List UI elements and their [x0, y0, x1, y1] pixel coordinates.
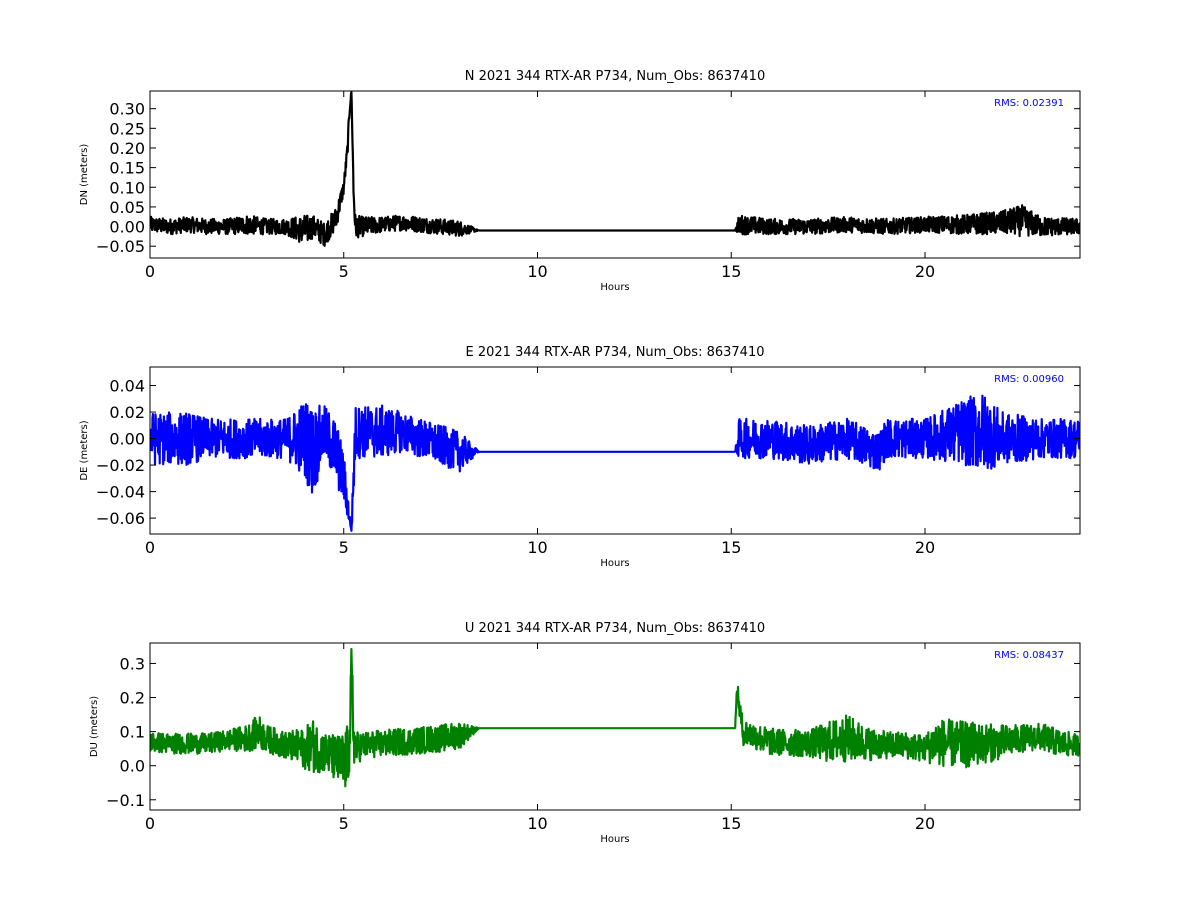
y-tick-label: 0.1 [120, 723, 145, 742]
y-axis-label: DN (meters) [79, 144, 90, 206]
axes-frame [149, 366, 1081, 535]
x-tick-label: 0 [145, 538, 155, 557]
chart-title: N 2021 344 RTX-AR P734, Num_Obs: 8637410 [465, 69, 765, 84]
panel-north: 0 5 10 15 20 −0.050.000.050.100.150.200.250.3… [79, 69, 1081, 293]
y-tick-label: 0.15 [109, 159, 145, 178]
axes-frame [149, 642, 1081, 811]
x-tick-label: 5 [339, 262, 349, 281]
plot-area [150, 394, 1080, 532]
y-tick-label: 0.25 [109, 119, 145, 138]
y-tick-label: 0.30 [109, 100, 145, 119]
x-axis-label: Hours [600, 834, 629, 845]
y-tick-label: 0.0 [120, 757, 145, 776]
x-tick-label: 10 [527, 538, 547, 557]
y-tick-label: 0.3 [120, 654, 145, 673]
y-tick-label: 0.2 [120, 689, 145, 708]
y-tick-label: −0.1 [106, 791, 145, 810]
axes-frame [149, 90, 1081, 259]
x-tick-label: 20 [915, 538, 935, 557]
series-line-north [150, 91, 1080, 247]
y-tick-label: −0.05 [96, 237, 145, 256]
y-tick-label: 0.20 [109, 139, 145, 158]
x-tick-label: 15 [721, 262, 741, 281]
y-axis-label: DU (meters) [89, 696, 100, 757]
x-tick-label: 0 [145, 262, 155, 281]
x-axis-label: Hours [600, 282, 629, 293]
series-line-east [150, 394, 1080, 532]
y-tick-label: −0.04 [96, 483, 145, 502]
x-tick-label: 15 [721, 538, 741, 557]
x-tick-label: 10 [527, 262, 547, 281]
y-tick-label: 0.02 [109, 403, 145, 422]
x-tick-label: 10 [527, 814, 547, 833]
x-tick-label: 15 [721, 814, 741, 833]
rms-annotation: RMS: 0.00960 [994, 374, 1064, 385]
y-tick-label: −0.06 [96, 509, 145, 528]
y-tick-label: −0.02 [96, 456, 145, 475]
plot-area [150, 91, 1080, 247]
series-line-up [150, 648, 1080, 788]
chart-title: E 2021 344 RTX-AR P734, Num_Obs: 8637410 [466, 345, 765, 360]
y-tick-label: 0.05 [109, 198, 145, 217]
y-axis-label: DE (meters) [79, 420, 90, 480]
rms-annotation: RMS: 0.08437 [994, 650, 1064, 661]
panel-east: 0 5 10 15 20 −0.06 −0.04 −0.02 0.00 0.02 0.04 E 202… [79, 345, 1081, 569]
y-tick-label: 0.00 [109, 430, 145, 449]
x-tick-label: 20 [915, 262, 935, 281]
y-tick-label: 0.00 [109, 218, 145, 237]
x-tick-label: 20 [915, 814, 935, 833]
x-tick-label: 5 [339, 538, 349, 557]
chart-title: U 2021 344 RTX-AR P734, Num_Obs: 8637410 [465, 621, 765, 636]
plot-area [150, 648, 1080, 788]
rms-annotation: RMS: 0.02391 [994, 98, 1064, 109]
y-tick-label: 0.04 [109, 377, 145, 396]
panel-up: 0 5 10 15 20 −0.1 0.0 0.1 0.2 0.3 U 2021 344 RTX-A… [89, 621, 1081, 845]
x-tick-label: 5 [339, 814, 349, 833]
x-axis-label: Hours [600, 558, 629, 569]
x-tick-label: 0 [145, 814, 155, 833]
y-tick-label: 0.10 [109, 178, 145, 197]
